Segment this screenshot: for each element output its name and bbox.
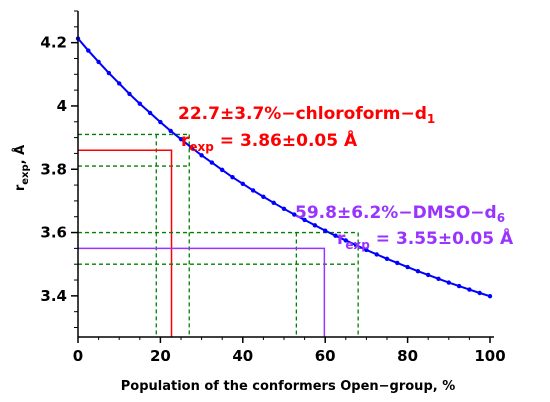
data-point <box>199 153 204 158</box>
data-point <box>302 217 307 223</box>
data-point <box>168 128 173 134</box>
annotation-dmso-population: 59.8±6.2%−DMSO−d6 <box>295 203 505 225</box>
data-point <box>189 145 194 150</box>
value-line-chloroform <box>78 149 173 337</box>
data-point <box>364 247 369 253</box>
y-tick-label: 3.4 <box>40 287 67 305</box>
data-point <box>230 174 235 180</box>
data-point <box>281 206 287 212</box>
x-tick-label: 100 <box>474 347 505 365</box>
y-tick-label: 4.2 <box>40 34 67 52</box>
data-point <box>436 276 441 281</box>
data-point <box>487 293 493 299</box>
axes <box>77 11 494 338</box>
y-tick-label: 3.8 <box>40 160 67 178</box>
data-series <box>75 36 493 299</box>
x-axis-label: Population of the conformers Open−group,… <box>121 379 456 394</box>
x-tick-label: 0 <box>73 347 83 365</box>
data-point <box>446 280 451 285</box>
data-point <box>405 264 410 270</box>
value-line-dmso <box>78 247 326 337</box>
data-point <box>292 212 297 217</box>
data-point <box>250 188 256 193</box>
y-tick-label: 3.6 <box>40 224 67 242</box>
annotation-dmso-distance: rexp = 3.55±0.05 Å <box>337 226 514 252</box>
data-point <box>261 194 266 199</box>
annotation-chloroform-population: 22.7±3.7%−chloroform−d1 <box>178 104 435 126</box>
data-point <box>271 200 276 206</box>
y-tick-label: 4 <box>57 97 67 115</box>
data-point <box>384 256 390 262</box>
data-point <box>240 181 245 187</box>
data-point <box>117 81 122 86</box>
x-tick-label: 60 <box>315 347 336 365</box>
data-point <box>209 160 215 165</box>
data-point <box>147 110 153 116</box>
y-axis-label: rexp, Å <box>12 145 31 191</box>
data-point <box>353 243 359 248</box>
annotation-chloroform-distance: rexp = 3.86±0.05 Å <box>181 128 358 154</box>
data-point <box>220 167 225 173</box>
x-tick-label: 80 <box>397 347 418 365</box>
data-point <box>127 91 132 97</box>
data-point <box>106 70 112 76</box>
data-point <box>158 119 163 125</box>
data-point <box>426 272 431 278</box>
data-point <box>477 290 482 296</box>
ticks: 0 20 40 60 80 100 3.4 3.6 3.8 4 4.2 <box>40 10 506 365</box>
data-point <box>312 223 318 228</box>
data-point <box>467 287 472 292</box>
x-tick-label: 40 <box>232 347 253 365</box>
data-point <box>343 238 348 243</box>
annotation-dmso: 59.8±6.2%−DMSO−d6 rexp = 3.55±0.05 Å <box>295 203 514 252</box>
data-point <box>456 283 462 289</box>
annotation-chloroform: 22.7±3.7%−chloroform−d1 rexp = 3.86±0.05… <box>178 104 435 154</box>
data-point <box>395 260 400 266</box>
data-point <box>415 268 421 274</box>
data-point <box>374 252 379 257</box>
data-point <box>96 59 101 65</box>
x-tick-label: 20 <box>150 347 171 365</box>
data-point <box>333 233 338 238</box>
data-point <box>86 48 91 53</box>
guide-lines <box>78 133 359 337</box>
data-point <box>323 228 328 233</box>
series-line <box>77 37 491 298</box>
data-point <box>178 136 184 142</box>
data-point <box>137 101 142 106</box>
